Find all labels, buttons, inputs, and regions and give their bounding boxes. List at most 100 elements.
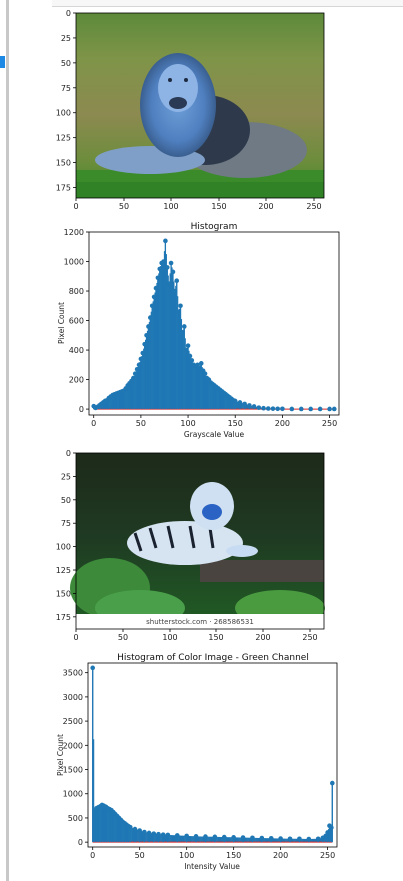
tiger-y-ticks: 0 25 50 75 100 125 150 175 xyxy=(56,449,76,622)
y-tick-label: 1000 xyxy=(63,790,83,799)
stem-marker xyxy=(221,834,227,840)
stem-marker xyxy=(136,362,142,368)
lion-y-ticks: 0 25 50 75 100 125 150 175 xyxy=(56,9,76,193)
y-tick-label: 100 xyxy=(56,109,71,118)
y-tick-label: 150 xyxy=(56,589,71,598)
x-tick-label: 0 xyxy=(73,633,78,642)
output-area-top-border xyxy=(52,0,403,7)
stem-marker xyxy=(146,830,152,836)
y-tick-label: 3500 xyxy=(63,669,83,678)
stem-marker xyxy=(161,259,166,264)
y-axis-label: Pixel Count xyxy=(56,734,65,776)
y-tick-label: 2000 xyxy=(63,741,83,750)
stem-marker xyxy=(232,398,238,404)
stem-marker xyxy=(315,836,321,842)
stem-marker xyxy=(289,406,295,412)
chart-title: Histogram xyxy=(191,222,238,232)
stem-marker xyxy=(140,350,146,356)
x-tick-label: 250 xyxy=(302,633,317,642)
stem-marker xyxy=(151,294,157,300)
stem-marker xyxy=(240,835,246,840)
stem-marker xyxy=(261,405,266,411)
y-tick-label: 25 xyxy=(61,34,71,43)
y-tick-label: 1200 xyxy=(64,228,84,237)
cell-selection-marker xyxy=(0,56,5,68)
y-tick-label: 150 xyxy=(56,159,71,168)
stem-marker xyxy=(323,833,329,839)
tiger-image-plot: shutterstock.com · 268586531 0 25 50 75 100 1… xyxy=(56,449,325,642)
stem-marker xyxy=(237,400,243,405)
stem-marker xyxy=(270,406,276,411)
x-tick-label: 50 xyxy=(135,851,145,860)
stem-marker xyxy=(329,825,334,830)
stem-marker xyxy=(278,836,283,841)
y-tick-label: 0 xyxy=(66,9,71,18)
stem-marker xyxy=(132,826,138,832)
x-tick-label: 0 xyxy=(90,851,95,860)
stem-marker xyxy=(148,315,153,320)
y-tick-label: 75 xyxy=(61,84,71,93)
y-tick-label: 400 xyxy=(69,346,84,355)
y-tick-label: 50 xyxy=(61,496,71,505)
stem-marker xyxy=(317,406,323,412)
stem-marker xyxy=(275,406,280,412)
scrollbar[interactable] xyxy=(6,0,9,881)
x-ticks: 0 50 100 150 200 250 xyxy=(90,847,335,860)
stem-marker xyxy=(265,406,271,411)
tiger-x-ticks: 0 50 100 150 200 250 xyxy=(73,629,318,642)
tiger-photo: shutterstock.com · 268586531 xyxy=(70,453,325,628)
stem-marker xyxy=(203,834,208,839)
stem-marker xyxy=(185,343,191,348)
stem-marker xyxy=(298,406,304,412)
x-axis-label: Grayscale Value xyxy=(184,430,245,439)
stem-marker xyxy=(157,266,163,272)
x-tick-label: 100 xyxy=(163,202,178,211)
y-tick-label: 0 xyxy=(66,449,71,458)
green-channel-histogram-chart: Histogram of Color Image - Green Channel… xyxy=(56,653,338,871)
x-axis-label: Intensity Value xyxy=(184,862,240,871)
x-tick-label: 100 xyxy=(179,851,194,860)
stem-marker xyxy=(155,275,161,281)
x-tick-label: 200 xyxy=(275,419,290,428)
y-tick-label: 1500 xyxy=(63,766,83,775)
x-tick-label: 150 xyxy=(208,633,223,642)
y-tick-label: 3000 xyxy=(63,693,83,702)
stem-marker xyxy=(297,836,302,842)
x-tick-label: 250 xyxy=(306,202,321,211)
y-tick-label: 2500 xyxy=(63,717,83,726)
stem-marker xyxy=(327,406,332,412)
stem-marker xyxy=(187,353,193,359)
stem-marker xyxy=(250,835,255,841)
y-tick-label: 175 xyxy=(56,184,71,193)
stem-marker xyxy=(259,835,265,841)
stem-marker xyxy=(306,836,312,842)
y-tick-label: 500 xyxy=(68,814,83,823)
stem-marker xyxy=(308,406,313,412)
stem-marker xyxy=(146,324,151,329)
x-tick-label: 50 xyxy=(119,202,129,211)
stem-marker xyxy=(331,406,337,412)
stem-marker xyxy=(189,358,195,363)
y-tick-label: 100 xyxy=(56,543,71,552)
x-tick-label: 200 xyxy=(258,202,273,211)
stem-marker xyxy=(212,834,218,840)
left-gutter xyxy=(0,0,9,881)
stem-marker xyxy=(163,238,168,244)
stem-marker xyxy=(178,303,183,309)
y-ticks: 0 200 400 600 800 1000 1200 xyxy=(64,228,89,414)
histogram-stems xyxy=(91,238,337,412)
x-tick-label: 50 xyxy=(118,633,128,642)
x-tick-label: 100 xyxy=(162,633,177,642)
stem-marker xyxy=(242,401,247,407)
x-tick-label: 150 xyxy=(228,419,243,428)
stem-marker xyxy=(280,406,285,412)
stem-marker xyxy=(325,830,330,835)
stem-marker xyxy=(165,265,170,270)
stem-marker xyxy=(142,829,147,835)
stem-marker xyxy=(156,831,161,837)
stem-marker xyxy=(174,833,180,838)
stem-marker xyxy=(90,665,95,671)
stem-marker xyxy=(247,403,252,408)
stem-marker xyxy=(251,404,257,409)
stem-marker xyxy=(172,288,178,294)
